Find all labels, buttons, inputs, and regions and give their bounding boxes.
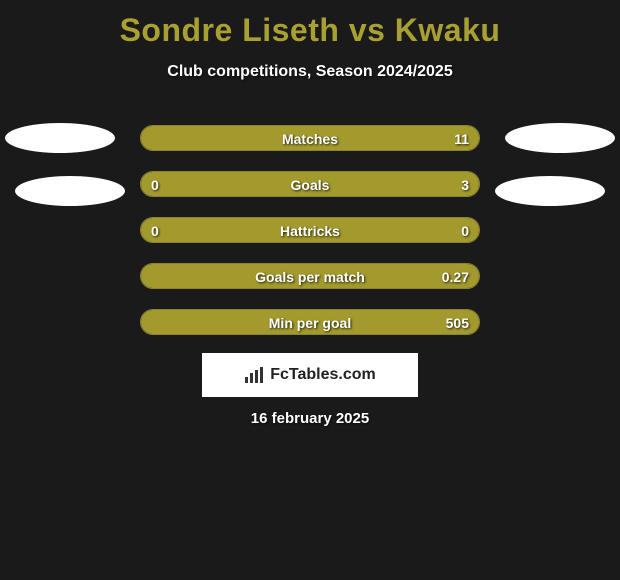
player2-avatar-body — [495, 176, 605, 206]
bar-label: Hattricks — [141, 218, 479, 243]
player1-avatar-head — [5, 123, 115, 153]
comparison-bars: Matches110Goals30Hattricks0Goals per mat… — [140, 125, 480, 355]
subtitle: Club competitions, Season 2024/2025 — [0, 63, 620, 81]
bar-value-right: 11 — [454, 126, 469, 151]
bar-label: Matches — [141, 126, 479, 151]
page-title: Sondre Liseth vs Kwaku — [0, 0, 620, 49]
bar-value-right: 0.27 — [442, 264, 469, 289]
stat-bar: 0Goals3 — [140, 171, 480, 197]
stat-bar: Matches11 — [140, 125, 480, 151]
stat-bar: 0Hattricks0 — [140, 217, 480, 243]
bar-value-right: 3 — [461, 172, 469, 197]
logo-text: FcTables.com — [270, 366, 376, 384]
fctables-logo: FcTables.com — [202, 353, 418, 397]
bar-value-right: 505 — [446, 310, 469, 335]
player1-avatar-body — [15, 176, 125, 206]
player2-avatar-head — [505, 123, 615, 153]
bar-label: Goals — [141, 172, 479, 197]
stat-bar: Goals per match0.27 — [140, 263, 480, 289]
date-text: 16 february 2025 — [0, 410, 620, 427]
chart-icon — [244, 367, 264, 383]
bar-label: Min per goal — [141, 310, 479, 335]
bar-value-right: 0 — [461, 218, 469, 243]
stat-bar: Min per goal505 — [140, 309, 480, 335]
bar-label: Goals per match — [141, 264, 479, 289]
